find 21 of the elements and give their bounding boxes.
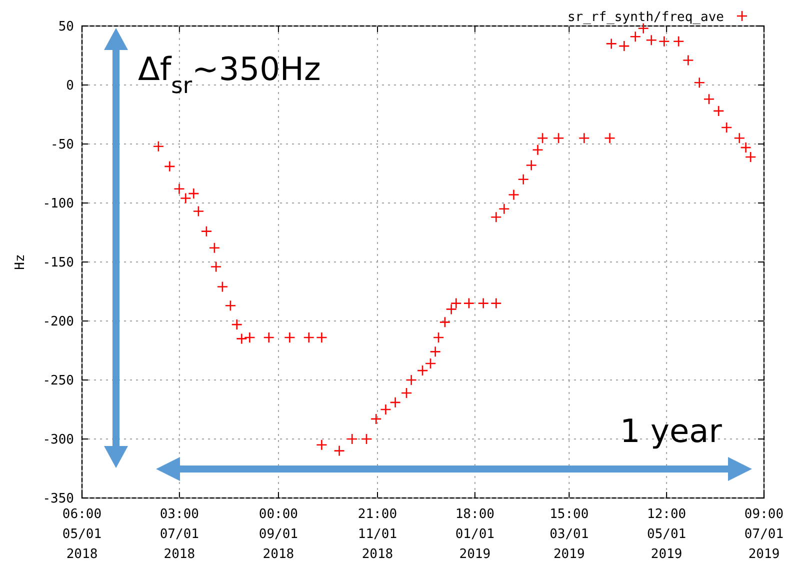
y-tick-label: -200 [42,314,74,330]
y-tick-label: -150 [42,256,74,270]
x-tick-label: 09:00 07/01 2019 [744,507,784,562]
y-tick-label: 50 [58,20,74,34]
x-tick-label: 00:00 09/01 2018 [258,507,298,562]
y-tick-label: 0 [66,78,74,94]
x-tick-label: 06:00 05/01 2018 [62,507,102,562]
y-tick-label: -50 [50,138,74,152]
annotation: Δf$_{sr}$~350Hz [138,50,321,99]
y-axis-title: Hz [13,254,28,270]
y-tick-label: -350 [42,492,74,506]
annotation: 1 year [620,412,723,450]
x-tick-label: 12:00 05/01 2019 [647,507,686,562]
x-tick-label: 03:00 07/01 2018 [160,507,199,562]
x-tick-label: 18:00 01/01 2019 [455,507,494,562]
y-tick-label: -250 [42,374,74,388]
x-tick-label: 15:00 03/01 2019 [550,507,589,562]
y-tick-label: -100 [42,196,74,212]
x-tick-label: 21:00 11/01 2018 [358,507,398,562]
legend-label: sr_rf_synth/freq_ave [567,10,724,25]
y-tick-label: -300 [42,432,74,448]
